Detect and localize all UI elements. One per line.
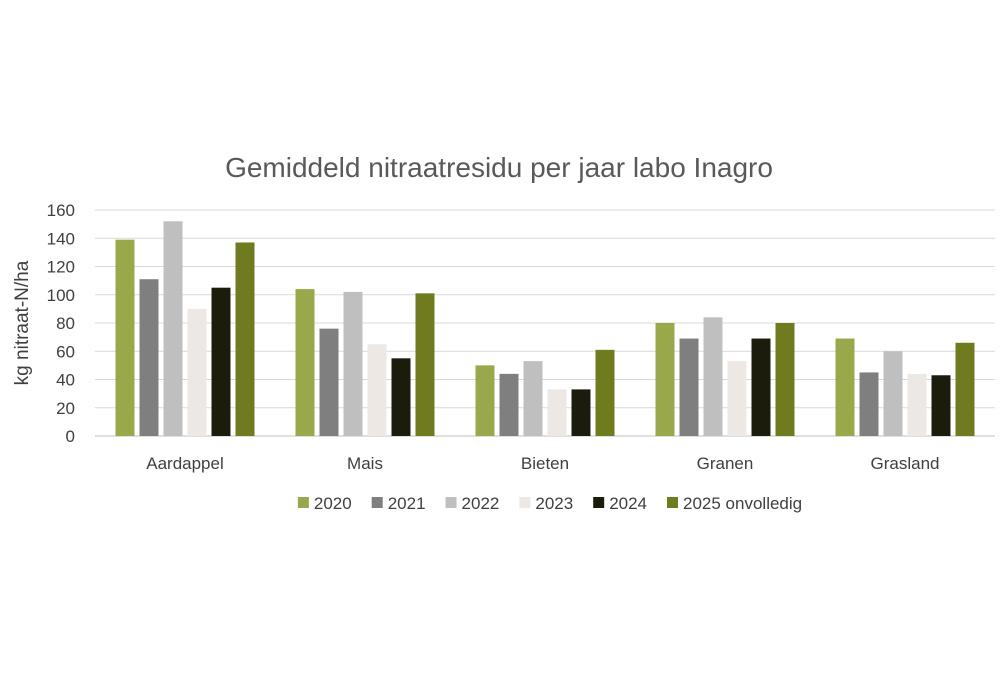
- x-axis-ticks: Aardappel Mais Bieten Granen Grasland: [146, 454, 939, 473]
- bars: [115, 221, 975, 436]
- bar: [343, 291, 363, 436]
- bar: [367, 344, 387, 436]
- bar: [415, 293, 435, 436]
- bar: [139, 279, 159, 436]
- y-tick-label: 60: [56, 342, 75, 361]
- bar: [703, 317, 723, 436]
- bar: [955, 342, 975, 436]
- x-tick-label: Bieten: [521, 454, 569, 473]
- bar: [883, 351, 903, 436]
- bar: [475, 365, 495, 436]
- bar: [907, 373, 927, 436]
- bar: [235, 242, 255, 436]
- y-tick-label: 100: [47, 286, 75, 305]
- bar: [547, 389, 567, 436]
- legend-label: 2023: [535, 494, 573, 513]
- legend-item: 2023: [519, 494, 573, 513]
- chart-title: Gemiddeld nitraatresidu per jaar labo In…: [225, 152, 773, 183]
- bar: [499, 373, 519, 436]
- bar: [775, 323, 795, 436]
- bar: [115, 239, 135, 436]
- y-tick-label: 40: [56, 371, 75, 390]
- legend-item: 2020: [297, 494, 352, 513]
- bar: [859, 372, 879, 436]
- legend-swatch: [519, 497, 531, 508]
- legend-item: 2024: [593, 494, 647, 513]
- legend-label: 2020: [314, 494, 352, 513]
- bar: [319, 328, 339, 436]
- y-tick-label: 160: [47, 201, 75, 220]
- legend-swatch: [371, 497, 383, 508]
- bar: [187, 308, 207, 436]
- bar: [571, 389, 591, 436]
- y-tick-label: 80: [56, 314, 75, 333]
- legend-item: 2022: [445, 494, 500, 513]
- y-tick-label: 140: [47, 229, 75, 248]
- legend-item: 2021: [371, 494, 426, 513]
- bar: [211, 287, 231, 436]
- x-tick-label: Grasland: [871, 454, 940, 473]
- y-tick-label: 0: [66, 427, 75, 446]
- bar: [727, 361, 747, 436]
- x-tick-label: Mais: [347, 454, 383, 473]
- bar: [295, 289, 315, 436]
- bar: [391, 358, 411, 436]
- bar: [931, 375, 951, 436]
- legend-swatch: [445, 497, 457, 508]
- bar: [163, 221, 183, 436]
- bar: [655, 323, 675, 436]
- legend-label: 2021: [388, 494, 426, 513]
- legend-swatch: [667, 497, 679, 508]
- x-tick-label: Granen: [697, 454, 754, 473]
- y-tick-label: 20: [56, 399, 75, 418]
- legend: 2020 2021 2022 2023 2024 2025 onvolledig: [297, 494, 802, 513]
- x-tick-label: Aardappel: [146, 454, 224, 473]
- bar: [679, 338, 699, 436]
- bar: [595, 349, 615, 436]
- bar: [523, 361, 543, 436]
- legend-label: 2022: [462, 494, 500, 513]
- bar: [751, 338, 771, 436]
- legend-swatch: [593, 497, 605, 508]
- legend-label: 2025 onvolledig: [683, 494, 802, 513]
- bar: [835, 338, 855, 436]
- y-tick-label: 120: [47, 258, 75, 277]
- y-axis-title: kg nitraat-N/ha: [12, 260, 33, 385]
- legend-item: 2025 onvolledig: [667, 494, 802, 513]
- legend-label: 2024: [609, 494, 647, 513]
- y-axis-ticks: 0 20 40 60 80 100 120 140 160: [47, 201, 75, 446]
- legend-swatch: [297, 497, 309, 508]
